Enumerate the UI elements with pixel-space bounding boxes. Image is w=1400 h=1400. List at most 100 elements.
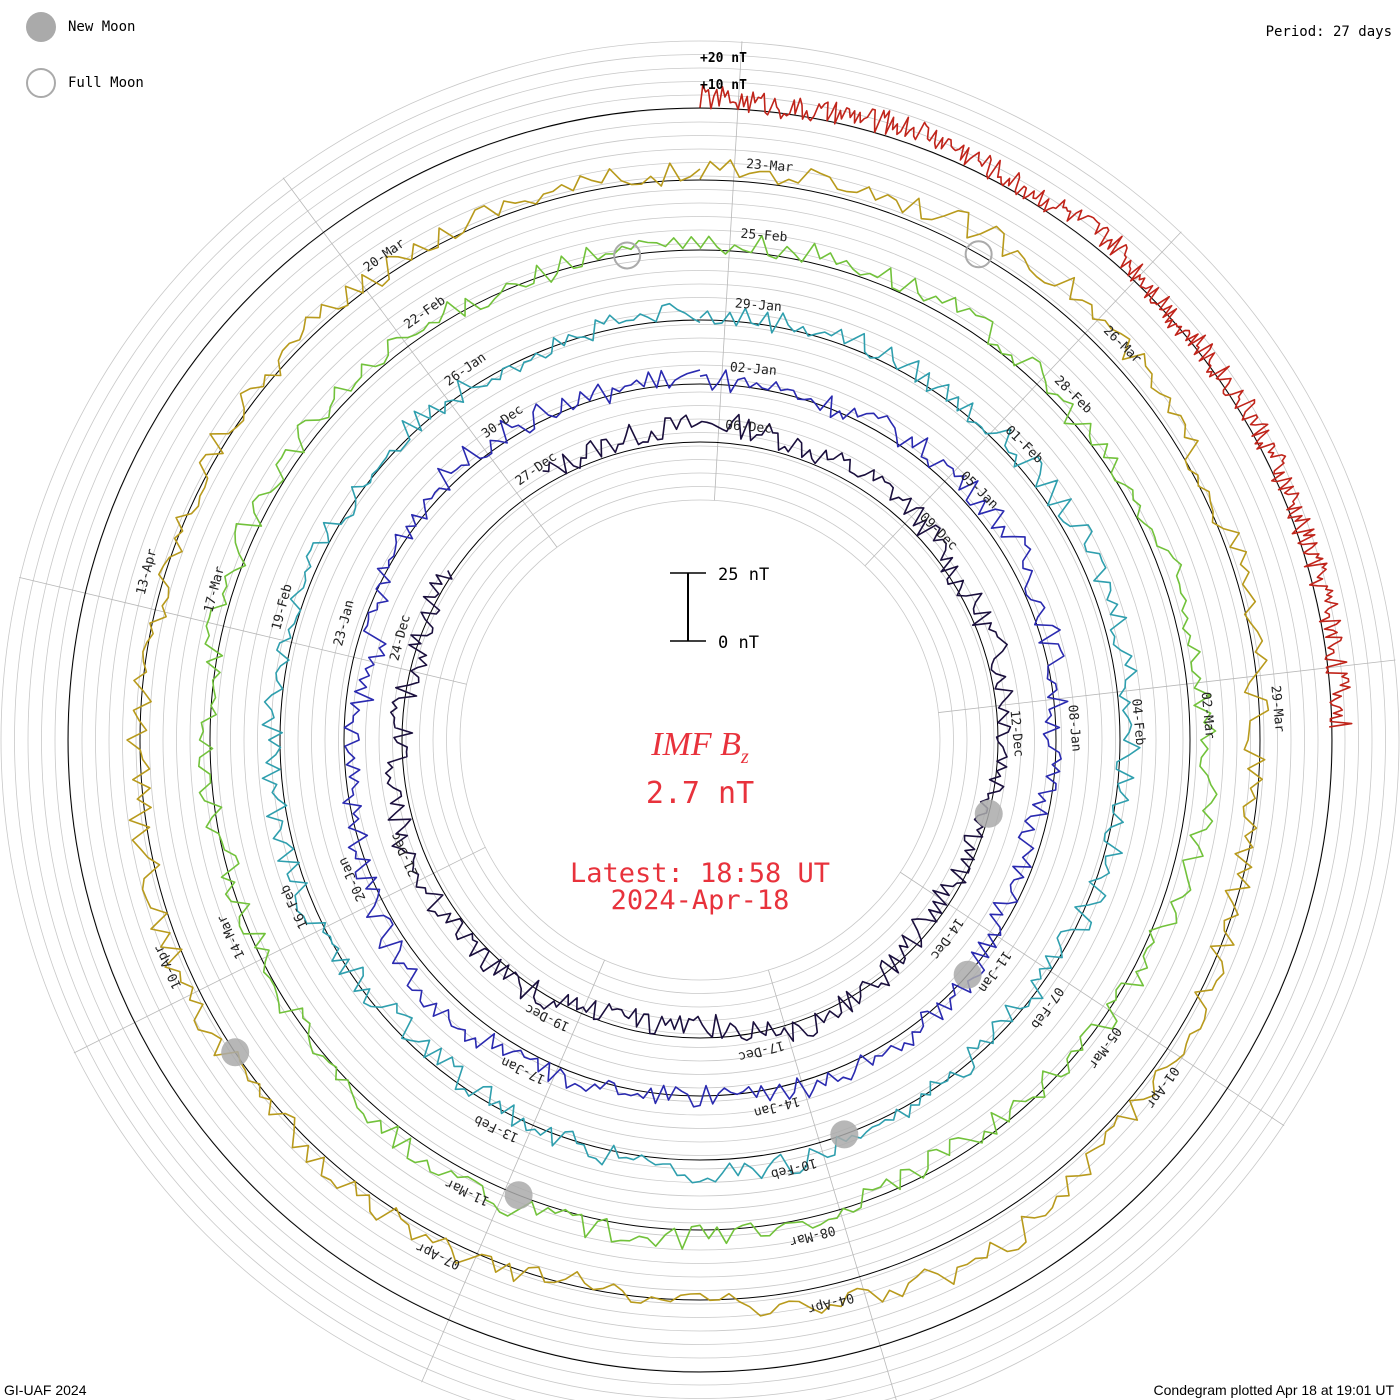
- baseline-rotation-3: [279, 319, 1121, 1161]
- radial-spoke: [864, 231, 1182, 567]
- radial-spoke: [19, 576, 467, 685]
- date-label: 01-Apr: [1143, 1064, 1182, 1111]
- grid-circle: [446, 486, 954, 994]
- grid-circle: [27, 67, 1373, 1400]
- series-line-rotation-5: [126, 159, 1270, 1317]
- grid-circle: [216, 256, 1184, 1224]
- date-label: 05-Jan: [957, 469, 1001, 513]
- date-label: 26-Jan: [442, 350, 489, 389]
- grid-circle: [459, 499, 941, 981]
- date-label: 27-Dec: [513, 450, 560, 489]
- legend-full-moon: Full Moon: [26, 68, 144, 98]
- period-label: Period: 27 days: [1265, 24, 1392, 40]
- date-label: 17-Mar: [202, 565, 228, 614]
- scale-label-10nt: +10 nT: [700, 78, 747, 93]
- date-label: 26-Mar: [1100, 323, 1144, 367]
- date-label: 20-Jan: [336, 855, 370, 904]
- series-line-rotation-2: [342, 369, 1069, 1108]
- new-moon-marker: [953, 960, 982, 989]
- radial-spokes: [19, 41, 1396, 1400]
- radial-spoke: [938, 659, 1396, 713]
- grid-circle: [189, 229, 1211, 1251]
- grid-circle: [81, 121, 1319, 1359]
- grid-circle: [432, 472, 968, 1008]
- current-value: 2.7 nT: [645, 776, 755, 811]
- date-label: 21-Dec: [388, 830, 422, 879]
- full-moon-icon: [26, 68, 56, 98]
- date-label: 08-Mar: [788, 1222, 837, 1249]
- series-line-rotation-1: [384, 413, 1014, 1042]
- radial-spoke: [421, 960, 605, 1383]
- date-label: 06-Dec: [725, 418, 773, 437]
- new-moon-marker: [221, 1038, 250, 1067]
- baseline-rotation-6: [67, 107, 1333, 1373]
- grid-circle: [338, 378, 1062, 1102]
- page-title: IMF Bz: [550, 726, 850, 769]
- new-moon-marker: [830, 1120, 859, 1149]
- title-subscript: z: [740, 745, 749, 768]
- scale-bar-bottom: 0 nT: [718, 633, 759, 653]
- date-label: 08-Jan: [1064, 704, 1083, 752]
- series-group: [126, 84, 1353, 1317]
- scale-label-20nt: +20 nT: [700, 51, 747, 66]
- grid-circle: [392, 432, 1008, 1048]
- grid-circle: [243, 283, 1157, 1197]
- grid-circle: [95, 135, 1305, 1345]
- grid-circle: [365, 405, 1035, 1075]
- zero-baselines: [67, 107, 1333, 1373]
- legend-new-moon: New Moon: [26, 12, 135, 42]
- grid-circle: [122, 162, 1278, 1318]
- moon-markers: [221, 240, 1003, 1210]
- title-main: IMF B: [651, 726, 741, 763]
- radial-spoke: [713, 41, 743, 501]
- scale-bar: 25 nT 0 nT: [670, 565, 769, 653]
- date-label: 02-Mar: [1198, 691, 1217, 739]
- grid-circle: [324, 364, 1076, 1116]
- grid-circle: [162, 202, 1238, 1278]
- date-label: 07-Feb: [1027, 984, 1066, 1031]
- date-label: 02-Jan: [729, 360, 777, 379]
- new-moon-icon: [26, 12, 56, 42]
- series-line-rotation-4: [198, 234, 1218, 1250]
- grid-circle: [311, 351, 1089, 1129]
- date-label: 29-Mar: [1267, 685, 1286, 733]
- series-line-rotation-6: [699, 84, 1353, 728]
- grid-circle: [203, 243, 1197, 1237]
- grid-circle: [270, 310, 1130, 1170]
- date-label: 29-Jan: [734, 296, 782, 315]
- legend-new-moon-label: New Moon: [68, 19, 136, 35]
- full-moon-marker: [964, 240, 993, 269]
- grid-circle: [149, 189, 1251, 1291]
- date-label: 04-Feb: [1128, 698, 1147, 746]
- latest-time: Latest: 18:58 UT: [569, 858, 831, 889]
- grid-circle: [378, 418, 1022, 1062]
- radial-spoke: [282, 177, 558, 548]
- grid-circle: [54, 94, 1346, 1386]
- radial-spoke: [900, 871, 1285, 1127]
- grid-circle: [14, 54, 1386, 1400]
- date-label: 14-Mar: [215, 912, 249, 961]
- date-label: 05-Mar: [1085, 1024, 1124, 1071]
- radial-spoke: [768, 969, 897, 1400]
- grid-circle: [0, 40, 1400, 1400]
- grid-circle: [135, 175, 1265, 1305]
- date-label: 14-Dec: [927, 915, 966, 962]
- new-moon-marker: [974, 799, 1003, 828]
- footer-credit: GI-UAF 2024: [4, 1382, 87, 1398]
- date-label: 30-Dec: [479, 402, 526, 441]
- footer-plot-time: Condegram plotted Apr 18 at 19:01 UT: [1153, 1382, 1394, 1398]
- scale-bar-top: 25 nT: [718, 565, 769, 585]
- grid-circle: [297, 337, 1103, 1143]
- grid-circle: [41, 81, 1359, 1399]
- grid-circle: [284, 324, 1116, 1156]
- grid-circle: [405, 445, 995, 1035]
- new-moon-marker: [504, 1181, 533, 1210]
- legend-full-moon-label: Full Moon: [68, 75, 144, 91]
- grid-circle: [257, 297, 1143, 1183]
- latest-date: 2024-Apr-18: [610, 885, 790, 916]
- date-label: 12-Dec: [1007, 709, 1026, 757]
- date-label: 23-Mar: [746, 157, 794, 176]
- grid-circle: [230, 270, 1170, 1210]
- date-label: 25-Feb: [740, 227, 788, 246]
